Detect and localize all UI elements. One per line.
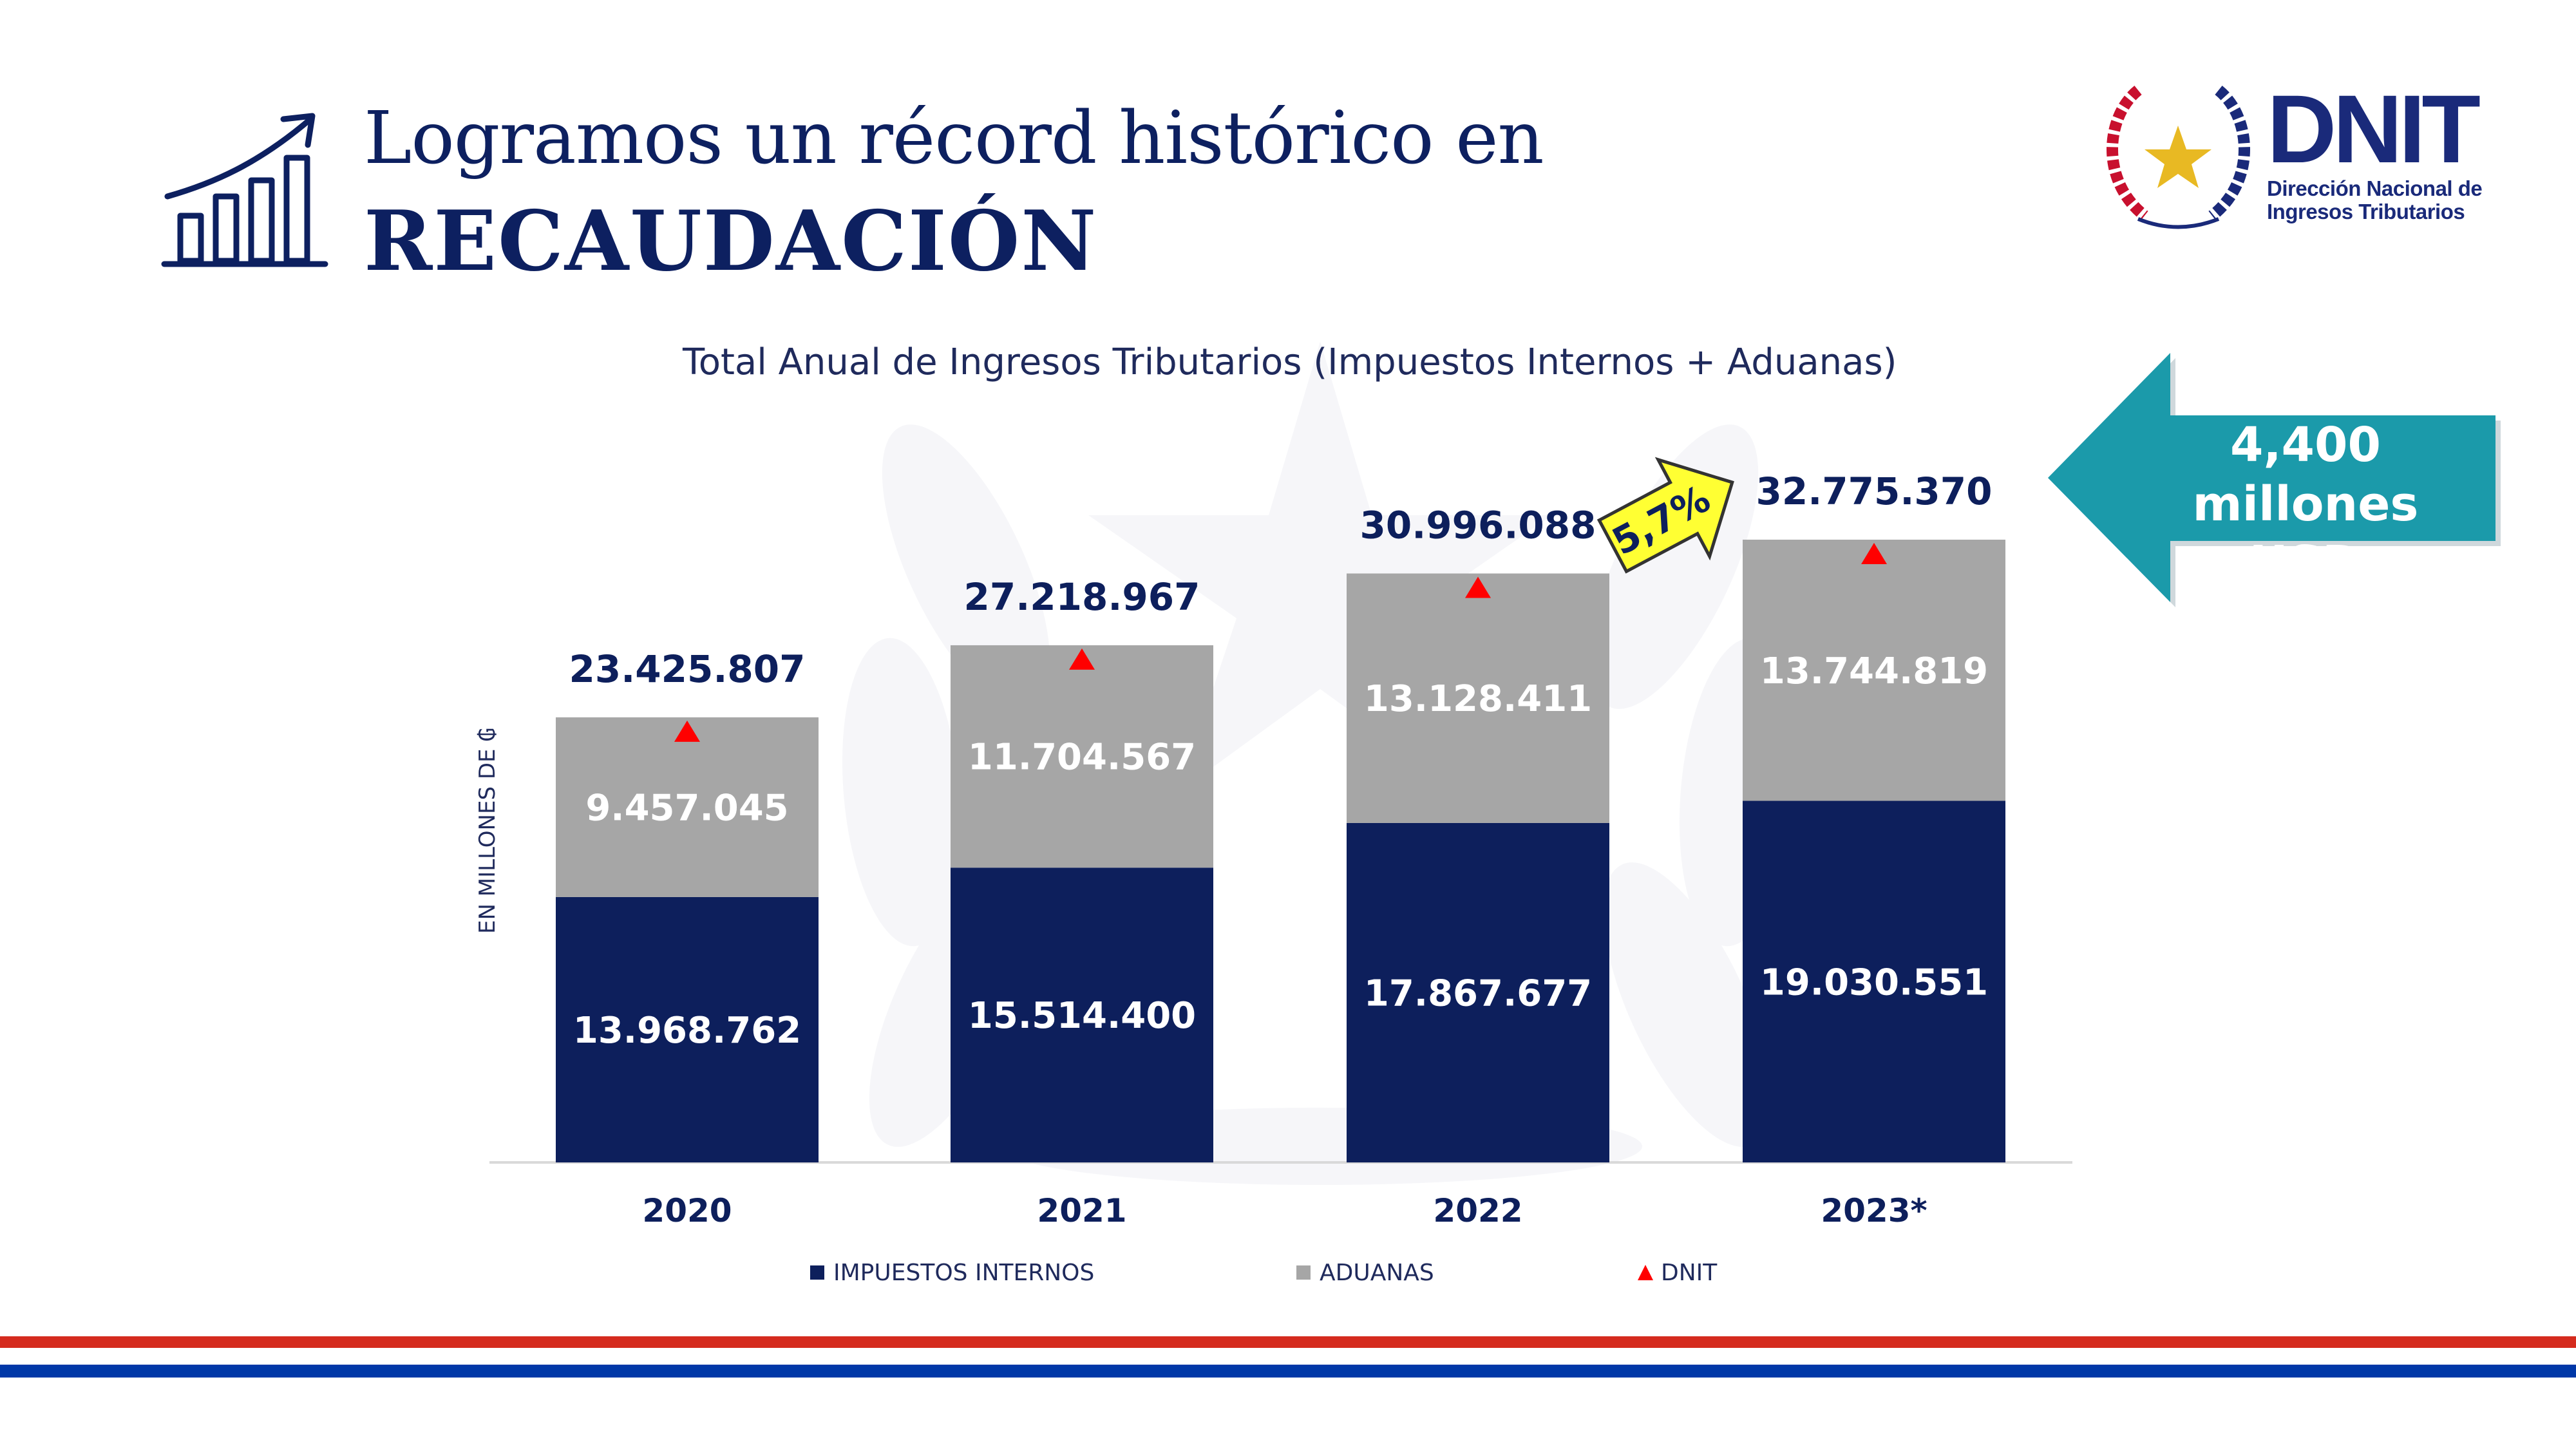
bar-impuestos-internos (1743, 800, 2005, 1162)
dnit-marker (1861, 543, 1887, 564)
bar-impuestos-internos (556, 896, 819, 1162)
logo-name: DNIT (2267, 75, 2481, 183)
bar-impuestos-internos (1347, 822, 1609, 1162)
total-label: 32.775.370 (1756, 469, 1993, 513)
x-tick-label: 2023* (1821, 1192, 1927, 1229)
data-label-impuestos: 17.867.677 (1364, 972, 1592, 1014)
y-axis-label: EN MILLONES DE ₲ (475, 728, 500, 934)
legend-aduanas-label: ADUANAS (1320, 1260, 1434, 1286)
logo-line2: Ingresos Tributarios (2267, 200, 2465, 223)
bar-aduanas (1743, 540, 2005, 801)
bar-aduanas (951, 645, 1213, 868)
arrow-left-icon (2048, 353, 2496, 602)
legend-impuestos-internos-label: IMPUESTOS INTERNOS (833, 1260, 1094, 1286)
x-tick-label: 2020 (642, 1192, 732, 1229)
total-label: 23.425.807 (569, 647, 806, 691)
total-label: 27.218.967 (964, 575, 1200, 619)
legend-dnit-label: DNIT (1661, 1260, 1718, 1286)
usd-callout: 4,400 millones USD (2122, 415, 2489, 593)
data-label-impuestos: 19.030.551 (1760, 961, 1988, 1003)
data-label-impuestos: 13.968.762 (573, 1010, 801, 1052)
dnit-marker (674, 720, 700, 742)
data-label-aduanas: 9.457.045 (585, 787, 788, 829)
bar-impuestos-internos (951, 867, 1213, 1162)
flag-stripes (0, 1336, 2576, 1378)
callout-line2: USD (2249, 536, 2362, 591)
page-title-line2: RECAUDACIÓN (364, 193, 1098, 290)
legend-dnit-swatch (1638, 1265, 1653, 1280)
data-label-aduanas: 11.704.567 (968, 737, 1196, 779)
data-label-impuestos: 15.514.400 (968, 995, 1196, 1037)
dnit-marker (1069, 648, 1095, 670)
dnit-marker (1465, 576, 1491, 598)
bar-aduanas (1347, 573, 1609, 823)
paraguay-seal-icon (2107, 85, 2250, 229)
data-label-aduanas: 13.128.411 (1364, 678, 1592, 720)
growth-chart-icon (161, 113, 328, 267)
bar-aduanas (556, 717, 819, 897)
page-title-line1: Logramos un récord histórico en (364, 97, 1544, 180)
legend-aduanas-swatch (1296, 1265, 1311, 1280)
logo-line1: Dirección Nacional de (2267, 176, 2483, 200)
dnit-logo: DNIT Dirección Nacional de Ingresos Trib… (2267, 75, 2483, 223)
chart-title: Total Anual de Ingresos Tributarios (Imp… (683, 341, 1897, 383)
callout-line1: 4,400 millones (2192, 417, 2419, 532)
x-tick-label: 2022 (1433, 1192, 1522, 1229)
arrow-right-icon: 5,7% (1596, 457, 1734, 574)
growth-badge-shape (1596, 457, 1734, 574)
legend-impuestos-internos-swatch (810, 1265, 824, 1280)
total-label: 30.996.088 (1360, 503, 1596, 547)
x-tick-label: 2021 (1037, 1192, 1126, 1229)
data-label-aduanas: 13.744.819 (1760, 650, 1988, 692)
